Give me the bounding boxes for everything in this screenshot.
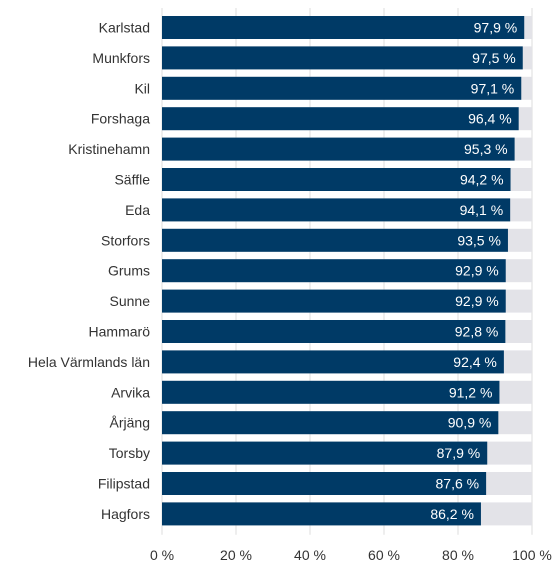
category-label: Årjäng: [110, 415, 150, 431]
bar: [162, 289, 506, 313]
bar-value-label: 87,6 %: [436, 476, 480, 492]
bar: [162, 380, 500, 404]
category-label: Hela Värmlands län: [28, 354, 150, 370]
bar: [162, 472, 487, 495]
category-label: Forshaga: [91, 111, 150, 127]
bar: [162, 198, 511, 222]
category-label: Eda: [125, 202, 150, 218]
bar: [162, 46, 523, 70]
x-axis-ticks: 0 % 20 % 40 % 60 % 80 % 100 %: [150, 547, 552, 563]
bar: [162, 441, 488, 465]
x-tick-label: 60 %: [368, 547, 400, 563]
category-label: Filipstad: [98, 476, 150, 492]
x-tick-label: 100 %: [512, 547, 552, 563]
x-tick-label: 40 %: [294, 547, 326, 563]
bar: [162, 107, 519, 131]
bar-value-label: 97,1 %: [471, 80, 515, 96]
category-label: Kristinehamn: [68, 141, 150, 157]
category-label: Hammarö: [89, 324, 151, 340]
category-label: Grums: [108, 263, 150, 279]
bar-value-label: 97,5 %: [472, 50, 516, 66]
bar-value-label: 94,1 %: [460, 202, 504, 218]
bar: [162, 168, 511, 191]
bar: [162, 502, 481, 526]
bar-value-label: 94,2 %: [460, 172, 504, 188]
bars: 97,9 % 97,5 % 97,1 % 96,4 % 95,3 % 94,2 % 94,1…: [162, 16, 532, 526]
bar-value-label: 86,2 %: [430, 506, 474, 522]
category-label: Hagfors: [101, 506, 150, 522]
bar: [162, 16, 525, 39]
bar-value-label: 92,9 %: [455, 293, 499, 309]
bar-value-label: 92,8 %: [455, 324, 499, 340]
bar-value-label: 90,9 %: [448, 415, 492, 431]
bar-value-label: 97,9 %: [474, 20, 518, 36]
category-label: Säffle: [114, 172, 150, 188]
category-label: Arvika: [111, 384, 150, 400]
bar: [162, 411, 499, 435]
bar-value-label: 95,3 %: [464, 141, 508, 157]
bar-value-label: 87,9 %: [437, 445, 481, 461]
bar: [162, 76, 522, 100]
bar-value-label: 92,4 %: [453, 354, 497, 370]
bar: [162, 350, 504, 374]
bar-value-label: 91,2 %: [449, 384, 493, 400]
bar: [162, 259, 506, 283]
category-label: Munkfors: [92, 50, 150, 66]
bar: [162, 320, 506, 343]
bar-value-label: 96,4 %: [468, 111, 512, 127]
category-label: Karlstad: [99, 20, 150, 36]
category-labels: Karlstad Munkfors Kil Forshaga Kristinehamn S…: [28, 20, 150, 522]
category-label: Storfors: [101, 232, 150, 248]
x-tick-label: 80 %: [442, 547, 474, 563]
x-tick-label: 20 %: [220, 547, 252, 563]
category-label: Sunne: [110, 293, 151, 309]
bar: [162, 228, 508, 252]
bar-value-label: 93,5 %: [457, 232, 501, 248]
bar-value-label: 92,9 %: [455, 263, 499, 279]
category-label: Kil: [134, 80, 150, 96]
bar: [162, 137, 515, 161]
category-label: Torsby: [109, 445, 150, 461]
x-tick-label: 0 %: [150, 547, 174, 563]
